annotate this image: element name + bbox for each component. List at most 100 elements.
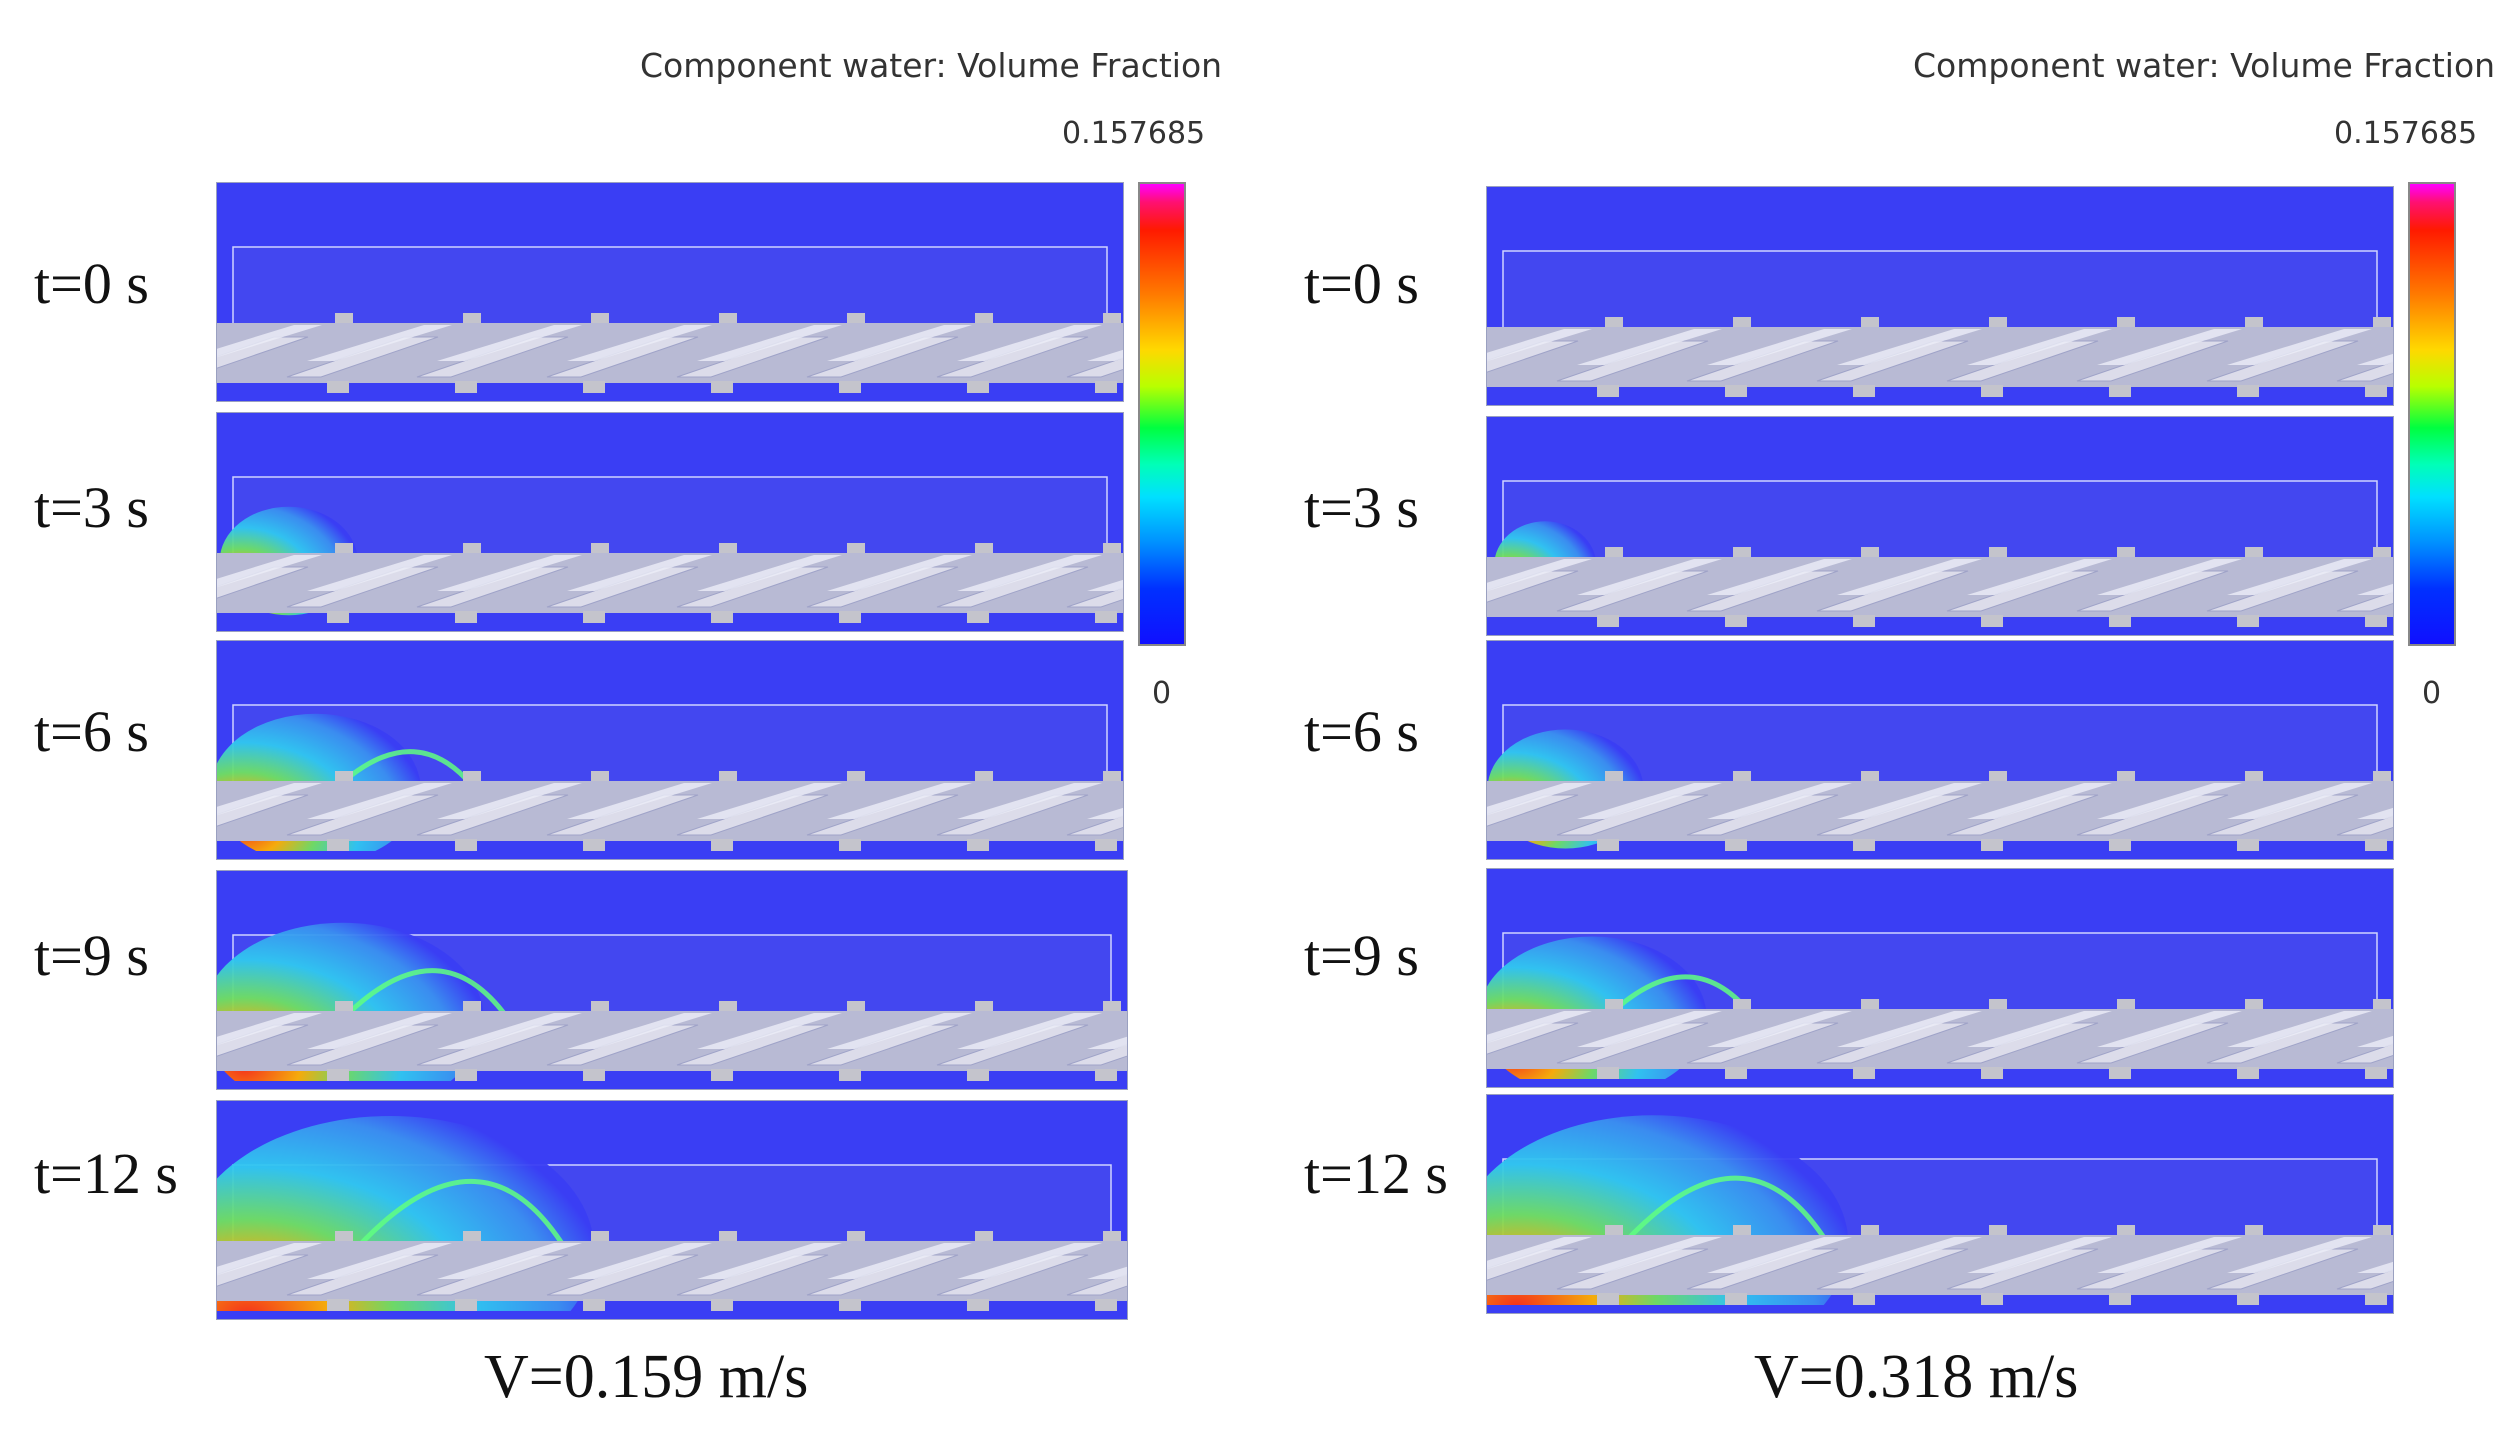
time-label: t=3 s	[34, 475, 149, 540]
channel-floor	[217, 851, 1123, 859]
simulation-field	[1487, 1095, 2393, 1313]
screw-flight	[1066, 587, 1123, 608]
legend-max-value: 0.157685	[2334, 116, 2478, 151]
top-block	[1861, 1225, 1879, 1235]
channel-floor	[217, 1311, 1127, 1319]
screw-flight	[1087, 1266, 1127, 1279]
top-block	[719, 313, 737, 323]
top-block	[719, 1231, 737, 1241]
channel-floor	[1487, 1079, 2393, 1087]
time-label: t=3 s	[1304, 475, 1419, 540]
time-label: t=0 s	[1304, 251, 1419, 316]
top-block	[2245, 547, 2263, 557]
screw-flight	[437, 1013, 582, 1049]
screw-flight	[1087, 1036, 1127, 1049]
screw-flight	[1837, 329, 1982, 365]
screw-flight	[307, 1013, 452, 1049]
screw-flight	[2097, 1011, 2242, 1047]
colorbar	[2408, 182, 2456, 646]
channel-floor	[1487, 627, 2393, 635]
screw-flight	[1577, 559, 1722, 595]
top-block	[975, 313, 993, 323]
screw-flight	[1066, 815, 1123, 836]
simulation-frame	[216, 870, 1128, 1090]
screw-flight	[1967, 1237, 2112, 1273]
time-label: t=12 s	[34, 1141, 178, 1206]
screw-flight	[827, 783, 972, 819]
simulation-field	[1487, 869, 2393, 1087]
screw-flight	[437, 783, 582, 819]
top-block	[1103, 313, 1121, 323]
screw-flight	[697, 555, 842, 591]
screw-flight	[957, 325, 1102, 361]
legend-title: Component water: Volume Fraction	[640, 46, 1223, 85]
screw-flight	[1707, 329, 1852, 365]
plume-front	[1613, 1175, 1842, 1265]
top-block	[591, 313, 609, 323]
top-block	[847, 1231, 865, 1241]
simulation-field	[217, 1101, 1127, 1319]
simulation-frame	[216, 1100, 1128, 1320]
top-block	[847, 771, 865, 781]
screw-flight	[307, 325, 452, 361]
screw-flight	[1577, 783, 1722, 819]
top-block	[1861, 771, 1879, 781]
top-block	[1733, 1225, 1751, 1235]
top-block	[335, 543, 353, 553]
screw-flight	[567, 783, 712, 819]
screw-flight	[2357, 583, 2393, 595]
screw-flight	[567, 1013, 712, 1049]
panel-left: Component water: Volume Fraction 0.15768…	[34, 46, 1223, 1411]
top-block	[975, 1001, 993, 1011]
time-label: t=6 s	[1304, 699, 1419, 764]
top-block	[2373, 771, 2391, 781]
screw-flight	[1837, 783, 1982, 819]
screw-flight	[2227, 559, 2372, 595]
screw-flight	[2097, 329, 2242, 365]
simulation-field	[217, 183, 1123, 401]
top-block	[847, 543, 865, 553]
screw-flight	[1837, 559, 1982, 595]
top-block	[1861, 999, 1879, 1009]
screw-flight	[2336, 1043, 2393, 1064]
screw-flight	[2227, 329, 2372, 365]
screw-flight	[307, 783, 452, 819]
top-block	[719, 1001, 737, 1011]
screw-flight	[2097, 783, 2242, 819]
legend-max-value: 0.157685	[1062, 116, 1206, 151]
channel-floor	[217, 393, 1123, 401]
simulation-field	[1487, 417, 2393, 635]
screw-flight	[957, 555, 1102, 591]
top-block	[1605, 771, 1623, 781]
top-block	[591, 1231, 609, 1241]
top-block	[335, 771, 353, 781]
top-block	[1103, 1001, 1121, 1011]
screw-flight	[2227, 783, 2372, 819]
top-block	[1103, 1231, 1121, 1241]
top-block	[2117, 771, 2135, 781]
top-block	[1605, 999, 1623, 1009]
velocity-label: V=0.318 m/s	[1754, 1343, 2079, 1411]
time-label: t=9 s	[1304, 923, 1419, 988]
simulation-frame	[216, 182, 1124, 402]
screw-flight	[2336, 591, 2393, 612]
time-label: t=12 s	[1304, 1141, 1448, 1206]
time-label: t=6 s	[34, 699, 149, 764]
screw-flight	[307, 555, 452, 591]
top-block	[1733, 771, 1751, 781]
top-block	[591, 1001, 609, 1011]
screw-flight	[1577, 1011, 1722, 1047]
velocity-label: V=0.159 m/s	[484, 1343, 809, 1411]
screw-flight	[2227, 1011, 2372, 1047]
screw-flight	[1487, 1011, 1592, 1044]
top-block	[2117, 317, 2135, 327]
screw-flight	[1837, 1011, 1982, 1047]
screw-flight	[957, 783, 1102, 819]
top-block	[463, 771, 481, 781]
top-block	[1989, 771, 2007, 781]
simulation-field	[217, 413, 1123, 631]
simulation-field	[1487, 641, 2393, 859]
screw-flight	[1967, 783, 2112, 819]
screw-flight	[1087, 807, 1123, 819]
screw-flight	[2227, 1237, 2372, 1273]
